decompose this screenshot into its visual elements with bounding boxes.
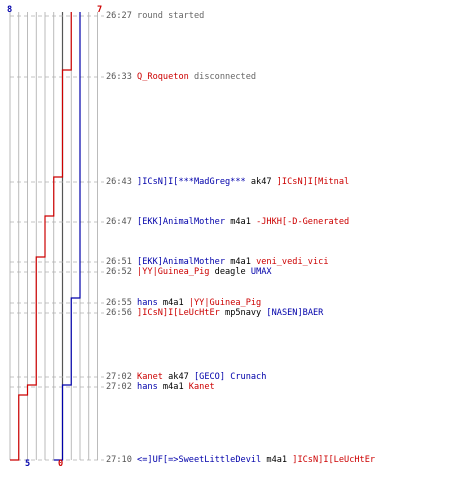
event-text: ak47 xyxy=(162,372,194,382)
event-time: 26:55 xyxy=(106,298,138,308)
event-time: 26:56 xyxy=(106,308,138,318)
event-text: ak47 xyxy=(245,177,277,187)
series-line-red xyxy=(10,12,72,461)
event-row: 26:55 hans m4a1 |YY|Guinea_Pig xyxy=(106,298,261,308)
event-time: 27:02 xyxy=(106,382,138,392)
event-time: 26:52 xyxy=(106,267,138,277)
event-text: mp5navy xyxy=(219,308,267,318)
event-text: [GECO] xyxy=(193,372,226,382)
event-text: ]ICsN]I[***MadGreg*** xyxy=(137,177,246,187)
event-time: 26:27 xyxy=(106,11,138,21)
event-text: m4a1 xyxy=(157,382,189,392)
event-text: Crunach xyxy=(225,372,267,382)
event-text: |YY|Guinea_Pig xyxy=(188,298,262,308)
event-time: 27:10 xyxy=(106,455,138,465)
event-text: <=]UF[=>SweetLittleDevil xyxy=(137,455,262,465)
event-text: m4a1 xyxy=(157,298,189,308)
start-label-blue: 8 xyxy=(7,5,13,15)
start-label-red: 7 xyxy=(97,5,103,15)
event-time: 26:51 xyxy=(106,257,138,267)
event-text: round started xyxy=(137,11,205,21)
event-row: 26:56 ]ICsN]I[LeUcHtEr mp5navy [NASEN]BA… xyxy=(106,308,323,318)
event-text: disconnected xyxy=(188,72,257,82)
event-text: m4a1 xyxy=(261,455,293,465)
event-row: 26:51 [EKK]AnimalMother m4a1 veni_vedi_v… xyxy=(106,257,329,267)
event-row: 26:52 |YY|Guinea_Pig deagle UMAX xyxy=(106,267,272,277)
event-row: 26:27 round started xyxy=(106,11,204,21)
event-text: Kanet xyxy=(188,382,215,392)
event-text: |YY|Guinea_Pig xyxy=(137,267,210,277)
event-text: ]ICsN]I[Mitnal xyxy=(276,177,350,187)
event-text: Q_Roqueton xyxy=(137,72,189,82)
event-text: m4a1 xyxy=(225,217,257,227)
end-label-blue: 5 xyxy=(25,459,31,469)
event-text: [EKK]AnimalMother xyxy=(137,257,226,267)
event-row: 26:47 [EKK]AnimalMother m4a1 -JHKH[-D-Ge… xyxy=(106,217,349,227)
event-text: hans xyxy=(137,382,158,392)
event-row: 27:10 <=]UF[=>SweetLittleDevil m4a1 ]ICs… xyxy=(106,455,375,465)
event-time: 26:33 xyxy=(106,72,138,82)
event-time: 26:47 xyxy=(106,217,138,227)
event-row: 27:02 Kanet ak47 [GECO] Crunach xyxy=(106,372,266,382)
event-row: 26:33 Q_Roqueton disconnected xyxy=(106,72,256,82)
event-text: ]ICsN]I[LeUcHtEr xyxy=(292,455,376,465)
event-text: hans xyxy=(137,298,158,308)
event-row: 27:02 hans m4a1 Kanet xyxy=(106,382,215,392)
event-text: deagle xyxy=(209,267,251,277)
event-row: 26:43 ]ICsN]I[***MadGreg*** ak47 ]ICsN]I… xyxy=(106,177,349,187)
event-time: 27:02 xyxy=(106,372,138,382)
event-text: [EKK]AnimalMother xyxy=(137,217,226,227)
event-text: ]ICsN]I[LeUcHtEr xyxy=(137,308,220,318)
series-line-blue xyxy=(53,12,81,461)
event-text: veni_vedi_vici xyxy=(256,257,329,267)
event-text: [NASEN]BAER xyxy=(266,308,324,318)
event-text: Kanet xyxy=(137,372,163,382)
event-text: m4a1 xyxy=(225,257,257,267)
end-label-red: 0 xyxy=(58,459,64,469)
event-text: UMAX xyxy=(250,267,272,277)
event-text: -JHKH[-D-Generated xyxy=(256,217,350,227)
event-time: 26:43 xyxy=(106,177,138,187)
